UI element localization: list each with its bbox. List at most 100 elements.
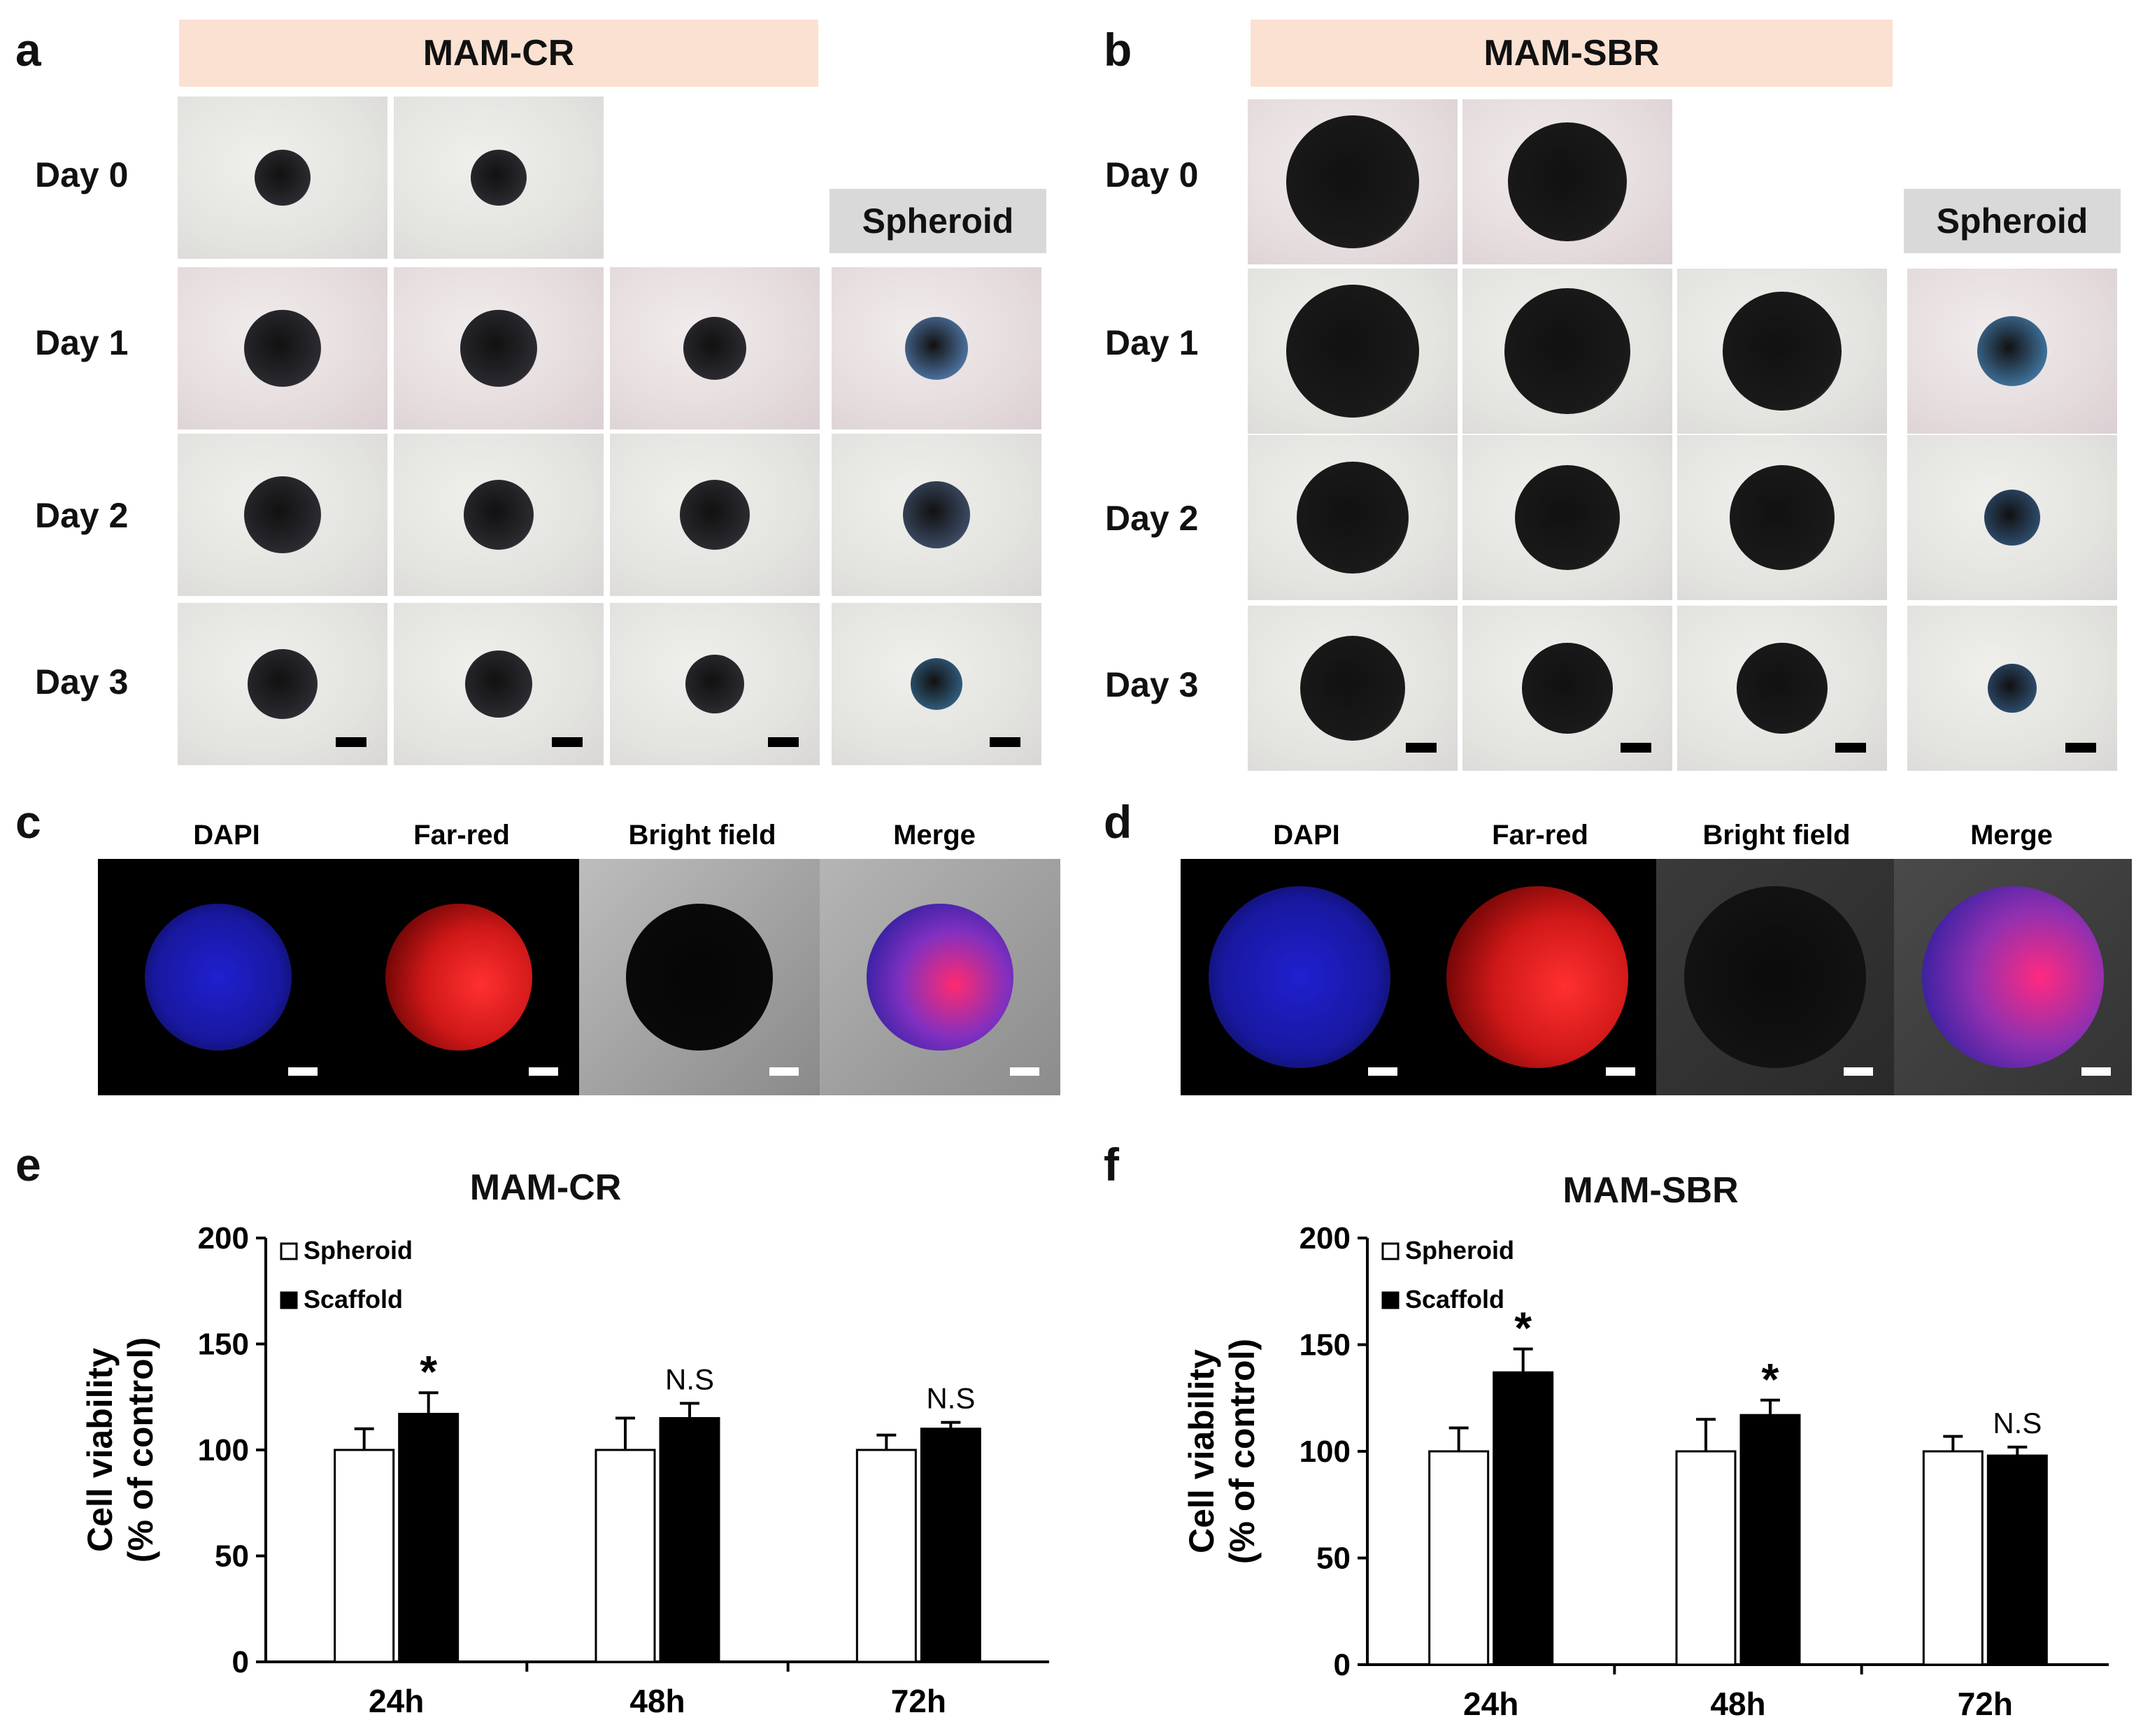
spheroid-label: Spheroid	[830, 189, 1046, 253]
scale-bar	[1621, 743, 1651, 753]
bar-scaffold	[398, 1412, 460, 1663]
spheroid-image	[1737, 643, 1828, 734]
micrograph	[610, 267, 820, 429]
micrograph	[610, 434, 820, 596]
micrograph	[832, 267, 1041, 429]
spheroid-image	[244, 310, 321, 387]
scale-bar	[1406, 743, 1437, 753]
micrograph	[178, 97, 387, 259]
micrograph	[1907, 269, 2117, 434]
spheroid-image	[1723, 292, 1842, 411]
bar-scaffold	[1493, 1371, 1554, 1666]
spheroid-image	[1209, 886, 1390, 1068]
spheroid-image	[680, 480, 750, 550]
bar-spheroid	[855, 1449, 917, 1663]
micrograph	[1462, 606, 1672, 771]
x-tick-label: 48h	[1710, 1686, 1765, 1721]
legend-swatch	[1381, 1291, 1400, 1309]
y-axis-label: Cell viability(% of control)	[1182, 1339, 1262, 1564]
spheroid-image	[460, 310, 537, 387]
y-tick-label: 150	[198, 1328, 249, 1362]
scale-bar	[2065, 743, 2096, 753]
micrograph	[1462, 269, 1672, 434]
scale-bar	[1606, 1067, 1635, 1076]
day-label-1: Day 1	[1105, 323, 1199, 362]
y-tick-label: 50	[1316, 1542, 1351, 1576]
micrograph	[178, 434, 387, 596]
micrograph	[1677, 269, 1887, 434]
fluorescence-image	[1894, 859, 2132, 1095]
x-tick-label: 72h	[1958, 1686, 2013, 1721]
scale-bar	[529, 1067, 558, 1076]
spheroid-image	[911, 658, 962, 710]
spheroid-image	[1522, 643, 1613, 734]
micrograph	[1462, 435, 1672, 600]
significance-label: *	[420, 1346, 437, 1397]
scale-bar	[552, 737, 583, 747]
bar-spheroid	[1428, 1450, 1490, 1666]
spheroid-image	[244, 476, 321, 553]
y-tick-label: 150	[1300, 1328, 1351, 1363]
micrograph	[178, 267, 387, 429]
spheroid-image	[867, 904, 1013, 1051]
spheroid-image	[464, 480, 534, 550]
micrograph	[1248, 606, 1458, 771]
bar-spheroid	[1922, 1450, 1984, 1666]
spheroid-image	[1977, 316, 2047, 386]
legend-swatch	[280, 1291, 298, 1309]
panel-letter-e: e	[15, 1139, 41, 1190]
spheroid-image	[683, 317, 746, 380]
day-label-2: Day 2	[35, 496, 129, 535]
significance-label: N.S	[665, 1363, 714, 1395]
merge-label: Merge	[893, 820, 976, 851]
day-label-2: Day 2	[1105, 499, 1199, 538]
scale-bar	[1010, 1067, 1039, 1076]
bar-scaffold	[1739, 1414, 1801, 1666]
spheroid-image	[255, 150, 311, 206]
micrograph	[832, 603, 1041, 765]
chart-e: 0 50 100 150 200 Cell viability(% of control)…	[80, 1221, 1049, 1719]
spheroid-image	[1286, 115, 1419, 248]
y-tick-label: 200	[198, 1221, 249, 1255]
micrograph	[832, 434, 1041, 596]
spheroid-image	[1446, 886, 1628, 1068]
y-tick-label: 200	[1300, 1221, 1351, 1255]
spheroid-image	[465, 650, 532, 718]
bar-spheroid	[595, 1449, 656, 1663]
panel-letter-f: f	[1104, 1139, 1119, 1190]
y-tick-label: 0	[232, 1645, 249, 1679]
bright-field-label: Bright field	[628, 820, 776, 851]
fluorescence-image	[820, 859, 1060, 1095]
merge-label: Merge	[1970, 820, 2053, 851]
bar-scaffold	[920, 1428, 981, 1663]
dapi-label: DAPI	[193, 820, 260, 851]
micrograph	[1248, 99, 1458, 264]
spheroid-image	[1984, 490, 2040, 546]
panel-letter-c: c	[15, 796, 41, 848]
chart-title-e: MAM-CR	[469, 1167, 622, 1208]
spheroid-image	[1508, 122, 1627, 241]
panel-a-header: MAM-CR	[179, 20, 818, 87]
scale-bar	[1835, 743, 1866, 753]
micrograph	[394, 603, 604, 765]
day-label-1: Day 1	[35, 323, 129, 362]
micrograph	[1677, 435, 1887, 600]
spheroid-image	[1684, 886, 1866, 1068]
micrograph	[394, 434, 604, 596]
spheroid-image	[1515, 465, 1620, 570]
scale-bar	[1844, 1067, 1873, 1076]
scale-bar	[2081, 1067, 2111, 1076]
scale-bar	[288, 1067, 318, 1076]
spheroid-image	[248, 649, 318, 719]
y-tick-label: 100	[1300, 1435, 1351, 1469]
spheroid-image	[685, 655, 744, 713]
fluorescence-image	[1418, 859, 1656, 1095]
micrograph	[1462, 99, 1672, 264]
x-tick-label: 24h	[1463, 1686, 1518, 1721]
y-axis-label: Cell viability(% of control)	[80, 1337, 160, 1563]
micrograph	[178, 603, 387, 765]
day-label-3: Day 3	[35, 662, 129, 702]
spheroid-image	[1297, 462, 1409, 574]
x-tick-label: 72h	[891, 1683, 946, 1719]
y-tick-label: 0	[1334, 1648, 1351, 1682]
